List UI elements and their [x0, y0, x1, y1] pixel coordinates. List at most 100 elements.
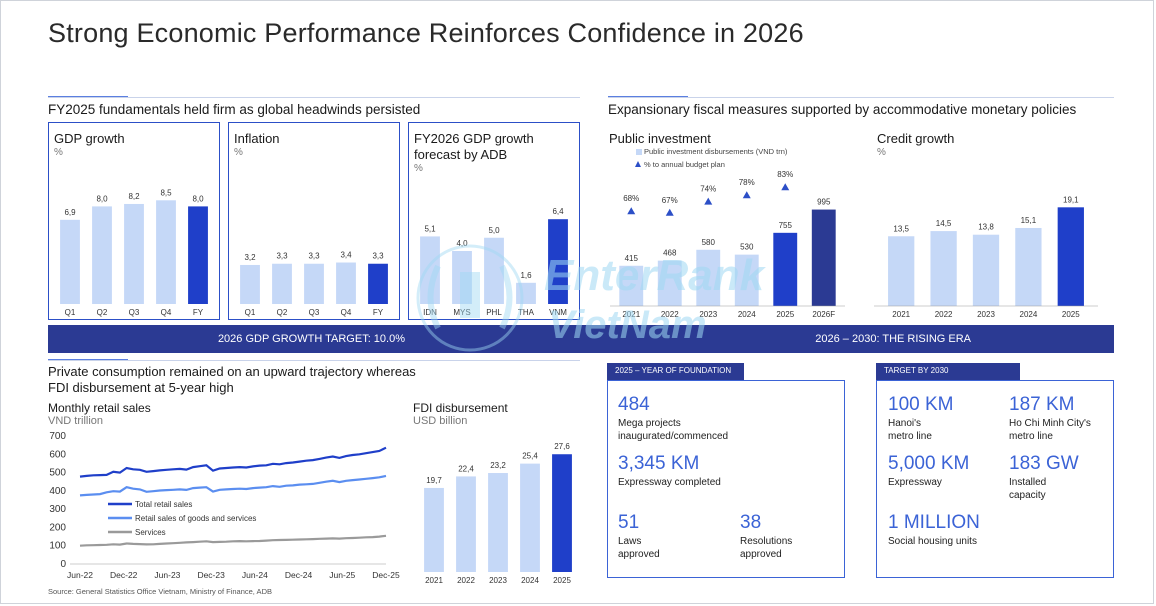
x-tick-Jun-23: Jun-23 [154, 570, 180, 580]
x-tick-Jun-24: Jun-24 [242, 570, 268, 580]
consumption-heading-2: FDI disbursement at 5-year high [48, 380, 234, 395]
foundation-tab: 2025 – YEAR OF FOUNDATION [607, 363, 744, 380]
legend-label-1: Retail sales of goods and services [135, 514, 256, 523]
inflation-title: Inflation [234, 131, 280, 146]
tick-label-2025: 2025 [776, 310, 794, 319]
credit-title: Credit growth [877, 131, 955, 146]
data-label-Q1: 3,2 [244, 253, 256, 262]
data-label-2024: 15,1 [1021, 216, 1037, 225]
data-label-Q4: 3,4 [340, 251, 352, 260]
bar-2024 [520, 463, 540, 572]
x-tick-Dec-22: Dec-22 [110, 570, 138, 580]
retail-chart: 0 100 200 300 400 500 600 700 Jun-22 Dec-22 Jun-23… [49, 431, 400, 580]
bar-2022 [456, 476, 476, 572]
target-stat-4-value: 183 GW [1009, 453, 1079, 474]
public-investment-chart: 415 2021 468 2022 580 2023 530 2024 755 2025 995 20… [610, 170, 845, 319]
pi-legend-bars: Public investment disbursements (VND trn… [644, 147, 788, 156]
bar-Q4 [156, 200, 176, 304]
x-tick-Dec-25: Dec-25 [372, 570, 400, 580]
bar-2021 [619, 265, 644, 306]
inflation-unit: % [234, 147, 243, 158]
legend-label-2: Services [135, 528, 166, 537]
pct-label-2022: 67% [662, 196, 678, 205]
right-section-heading: Expansionary fiscal measures supported b… [608, 102, 1077, 117]
credit-chart: 13,5 2021 14,5 2022 13,8 2023 15,1 2024 19,1 2025 [874, 195, 1098, 319]
tick-label-Q4: Q4 [341, 308, 352, 317]
bar-2022 [657, 260, 682, 306]
rising-era-band: 2026 – 2030: THE RISING ERA [413, 325, 1114, 353]
bar-Q1 [60, 219, 80, 304]
bar-2024 [1015, 227, 1042, 306]
target-stat-2-value: 187 KM [1009, 394, 1075, 415]
tick-label-THA: THA [518, 308, 535, 317]
data-label-2023: 580 [702, 238, 716, 247]
target-stat-5-value: 1 MILLION [888, 512, 980, 533]
bar-Q2 [272, 263, 292, 304]
tick-label-IDN: IDN [423, 308, 437, 317]
bar-2023 [696, 249, 721, 306]
tick-label-2021: 2021 [892, 310, 910, 319]
tick-label-Q3: Q3 [129, 308, 140, 317]
foundation-stat-4-label2: approved [740, 549, 782, 560]
data-label-2022: 14,5 [936, 219, 952, 228]
data-label-2024: 530 [740, 243, 754, 252]
target-stat-3-label1: Expressway [888, 477, 942, 488]
pct-label-2023: 74% [700, 185, 716, 194]
data-label-2023: 13,8 [978, 223, 994, 232]
tick-label-Q1: Q1 [65, 308, 76, 317]
y-tick-500: 500 [49, 468, 66, 479]
fdi-title: FDI disbursement [413, 401, 508, 415]
foundation-stat-4-value: 38 [740, 512, 762, 533]
data-label-FY: 3,3 [372, 252, 384, 261]
tick-label-2024: 2024 [1020, 310, 1038, 319]
gdp-target-text: 2026 GDP GROWTH TARGET: 10.0% [217, 333, 405, 345]
data-label-2025: 19,1 [1063, 195, 1079, 204]
foundation-stat-1-label1: Mega projects [618, 418, 681, 429]
foundation-stat-1-value: 484 [618, 394, 650, 415]
tick-label-Q2: Q2 [277, 308, 288, 317]
foundation-stat-4-label1: Resolutions [740, 536, 793, 547]
foundation-stat-2-label1: Expressway completed [618, 477, 721, 488]
x-tick-Dec-24: Dec-24 [285, 570, 313, 580]
bar-2025 [552, 454, 572, 572]
bar-2022 [930, 231, 957, 306]
bar-2024 [734, 254, 759, 306]
target-stat-1-label2: metro line [888, 431, 932, 442]
target-stat-4-label2: capacity [1009, 490, 1046, 501]
target-stat-4-label1: Installed [1009, 477, 1047, 488]
foundation-stat-3-label1: Laws [618, 536, 642, 547]
tick-label-2023: 2023 [977, 310, 995, 319]
adb-title-2: forecast by ADB [414, 147, 508, 162]
fdi-unit: USD billion [413, 415, 468, 427]
foundation-stat-2-value: 3,345 KM [618, 453, 700, 474]
consumption-heading-rule [48, 360, 580, 361]
data-label-IDN: 5,1 [424, 224, 436, 233]
foundation-stat-3-label2: approved [618, 549, 660, 560]
pct-marker-2021 [627, 207, 636, 215]
data-label-2026F: 995 [817, 198, 831, 207]
pct-marker-2022 [665, 208, 674, 216]
pct-label-2024: 78% [739, 178, 755, 187]
pct-marker-2025 [781, 183, 790, 191]
pct-marker-2024 [742, 191, 751, 199]
bar-Q3 [304, 263, 324, 304]
bar-Q4 [336, 262, 356, 304]
tick-label-Q3: Q3 [309, 308, 320, 317]
series-line-2 [79, 534, 387, 547]
legend-label-0: Total retail sales [135, 500, 192, 509]
bar-Q3 [124, 203, 144, 304]
tick-label-PHL: PHL [486, 308, 502, 317]
bar-PHL [484, 237, 504, 304]
left-heading-rule [48, 97, 580, 98]
data-label-THA: 1,6 [520, 271, 532, 280]
bar-2025 [1057, 207, 1084, 306]
retail-title: Monthly retail sales [48, 401, 151, 415]
series-line-1 [79, 474, 387, 497]
public-investment-title: Public investment [609, 131, 711, 146]
data-label-Q3: 3,3 [308, 252, 320, 261]
bar-MYS [452, 251, 472, 304]
target-stat-2-label2: metro line [1009, 431, 1053, 442]
data-label-FY: 8,0 [192, 194, 204, 203]
adb-title-1: FY2026 GDP growth [414, 131, 534, 146]
